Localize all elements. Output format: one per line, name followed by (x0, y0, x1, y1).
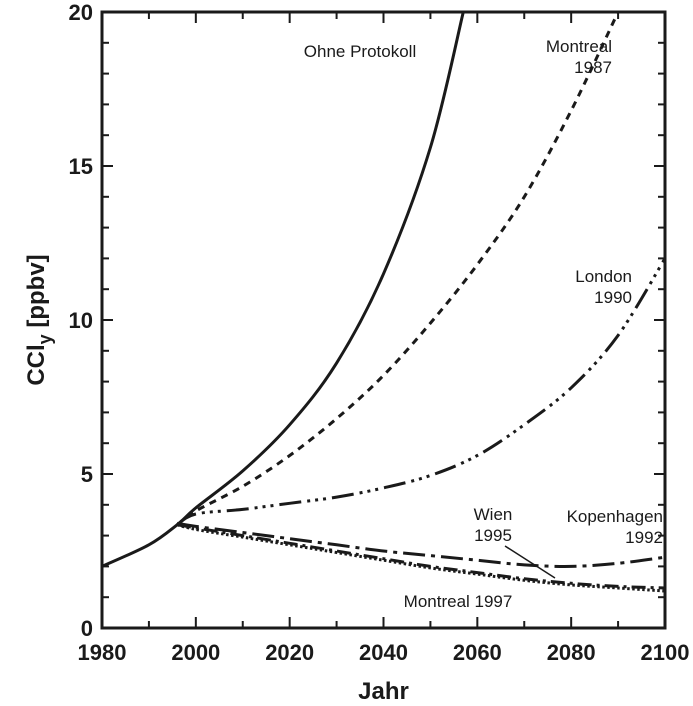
plot-frame (100, 10, 667, 630)
annotation-wien1995: 1995 (474, 526, 512, 545)
annotation-ohne: Ohne Protokoll (304, 42, 416, 61)
annotation-leader-wien1995 (504, 545, 556, 579)
series-line-montreal1997 (176, 523, 665, 593)
series-line-london1990 (176, 257, 665, 527)
annotation-montreal1987: Montreal (546, 37, 612, 56)
y-axis-label-sub: y (35, 334, 55, 344)
annotation-kopenhagen1992: 1992 (625, 528, 663, 547)
annotation-london1990: London (575, 267, 632, 286)
y-axis-label-unit: [ppbv] (23, 254, 50, 334)
x-tick-label: 2060 (453, 640, 502, 665)
annotation-london1990: 1990 (594, 288, 632, 307)
y-tick-label: 10 (69, 308, 93, 333)
annotation-kopenhagen1992: Kopenhagen (567, 507, 663, 526)
y-tick-label: 15 (69, 154, 93, 179)
x-tick-label: 2000 (171, 640, 220, 665)
x-tick-label: 2020 (265, 640, 314, 665)
annotation-montreal1987: 1987 (574, 58, 612, 77)
y-tick-label: 5 (81, 462, 93, 487)
x-tick-label: 2040 (359, 640, 408, 665)
series-line-ohne (102, 12, 465, 568)
x-tick-label: 1980 (78, 640, 127, 665)
x-tick-label: 2100 (641, 640, 690, 665)
annotation-montreal1997: Montreal 1997 (404, 592, 513, 611)
annotation-layer: Ohne Protokoll Montreal 1987 London 1990 Wien… (304, 37, 663, 611)
ticks-layer: 1980 2000 2020 2040 2060 2080 2100 0 5 10 15 20 (69, 0, 690, 665)
y-tick-label: 20 (69, 0, 93, 25)
y-tick-label: 0 (81, 616, 93, 641)
x-axis-label: Jahr (358, 678, 409, 705)
x-tick-label: 2080 (547, 640, 596, 665)
series-line-wien1995 (176, 523, 665, 590)
series-line-kopenhagen1992 (176, 521, 665, 568)
series-layer (102, 12, 665, 593)
series-line-montreal1987 (176, 12, 620, 527)
annotation-wien1995: Wien (474, 505, 513, 524)
y-axis-label: CCly [ppbv] (23, 254, 55, 385)
y-axis-label-main: CCl (23, 344, 50, 385)
